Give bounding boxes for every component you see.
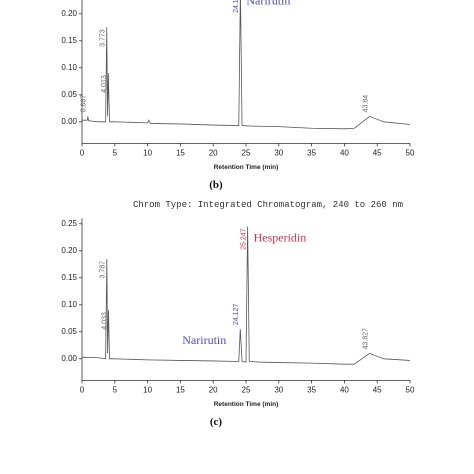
peak-label: 43.827: [362, 328, 369, 350]
y-tick-label: 0.05: [61, 327, 77, 336]
peak-label: 3.773: [100, 29, 107, 47]
peak-label: 4.013: [101, 75, 108, 93]
compound-name: Narirutin: [182, 333, 226, 347]
x-tick-label: 35: [307, 386, 316, 395]
x-tick-label: 10: [143, 386, 152, 395]
x-tick-label: 25: [242, 149, 251, 158]
x-tick-label: 20: [209, 149, 218, 158]
x-tick-label: 10: [143, 149, 152, 158]
x-tick-label: 15: [176, 149, 185, 158]
panel-label: (c): [210, 416, 223, 428]
y-tick-label: 0.15: [61, 36, 77, 45]
x-axis-label: Retention Time (min): [214, 401, 279, 408]
x-tick-label: 45: [373, 386, 382, 395]
x-tick-label: 40: [340, 386, 349, 395]
x-tick-label: 0: [80, 386, 85, 395]
y-tick-label: 0.00: [61, 117, 77, 126]
x-axis-label: Retention Time (min): [214, 164, 279, 171]
y-tick-label: 0.05: [61, 90, 77, 99]
chromatogram-line: [82, 0, 411, 130]
x-tick-label: 30: [274, 386, 283, 395]
x-tick-label: 50: [406, 386, 415, 395]
x-tick-label: 20: [209, 386, 218, 395]
x-tick-label: 25: [242, 386, 251, 395]
compound-name: Hesperidin: [254, 230, 307, 244]
peak-label: 43.84: [362, 95, 369, 113]
x-tick-label: 15: [176, 386, 185, 395]
x-tick-label: 5: [113, 149, 118, 158]
x-tick-label: 0: [80, 149, 85, 158]
x-tick-label: 45: [373, 149, 382, 158]
compound-name: Narirutin: [246, 0, 290, 7]
peak-label: 24.147: [233, 0, 240, 13]
peak-label: 4.033: [101, 312, 108, 330]
x-tick-label: 50: [406, 149, 415, 158]
peak-label: 0.887: [81, 95, 88, 113]
x-tick-label: 35: [307, 149, 316, 158]
peak-label: 25.247: [240, 228, 247, 250]
y-tick-label: 0.00: [61, 354, 77, 363]
y-tick-label: 0.10: [61, 63, 77, 72]
y-tick-label: 0.10: [61, 300, 77, 309]
y-tick-label: 0.20: [61, 9, 77, 18]
chart-title: Chrom Type: Integrated Chromatogram, 240…: [133, 200, 403, 210]
peak-label: 24.127: [233, 304, 240, 326]
y-tick-label: 0.20: [61, 246, 77, 255]
x-tick-label: 30: [274, 149, 283, 158]
peak-label: 3.787: [100, 261, 107, 279]
y-tick-label: 0.15: [61, 273, 77, 282]
chromatogram-line: [81, 226, 411, 365]
x-tick-label: 40: [340, 149, 349, 158]
y-tick-label: 0.25: [61, 219, 77, 228]
x-tick-label: 5: [113, 386, 118, 395]
panel-label: (b): [209, 179, 223, 191]
